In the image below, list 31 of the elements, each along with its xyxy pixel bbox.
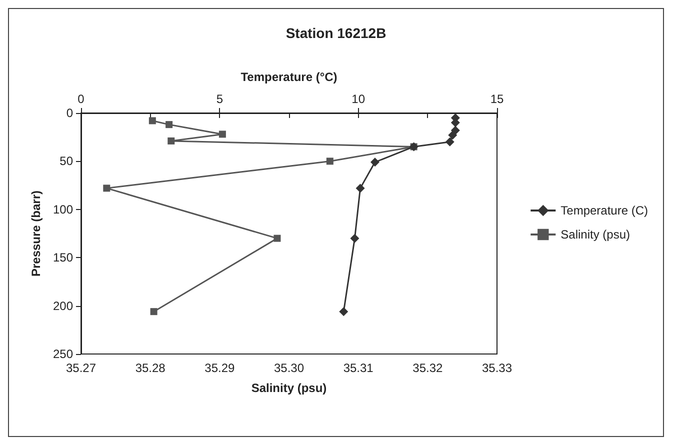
chart-title: Station 16212B	[286, 25, 386, 41]
x-tick-label: 35.32	[412, 361, 444, 375]
point	[103, 184, 110, 192]
y-tick-label: 50	[60, 154, 74, 168]
y-tick-label: 100	[52, 202, 74, 216]
x2-tick-label: 10	[352, 92, 366, 106]
x-axis-title: Salinity (psu)	[251, 381, 327, 395]
point	[274, 234, 281, 242]
y-tick-label: 150	[52, 250, 74, 265]
x2-tick-label: 0	[78, 92, 85, 106]
y-tick-label: 250	[52, 347, 74, 361]
x-tick-label: 35.27	[66, 361, 96, 375]
x-tick-label: 35.30	[274, 361, 304, 375]
legend-label: Salinity (psu)	[560, 228, 630, 242]
x-tick-label: 35.31	[343, 361, 374, 375]
point	[148, 117, 156, 124]
x2-tick-label: 15	[490, 92, 504, 106]
point	[168, 137, 175, 144]
x-tick-label: 35.28	[135, 361, 166, 375]
y-tick-label: 0	[66, 106, 74, 120]
x-tick-label: 35.29	[204, 361, 236, 375]
x-tick-label: 35.33	[482, 361, 512, 375]
y-axis-title: Pressure (barr)	[29, 190, 44, 277]
y-tick-label: 200	[52, 298, 74, 313]
x2-axis-title: Temperature (°C)	[240, 70, 338, 84]
point	[326, 158, 334, 165]
point	[218, 130, 226, 138]
point	[166, 121, 173, 128]
x2-tick-label: 5	[216, 92, 224, 106]
point	[150, 308, 158, 316]
legend-label: Temperature (C)	[560, 204, 648, 218]
